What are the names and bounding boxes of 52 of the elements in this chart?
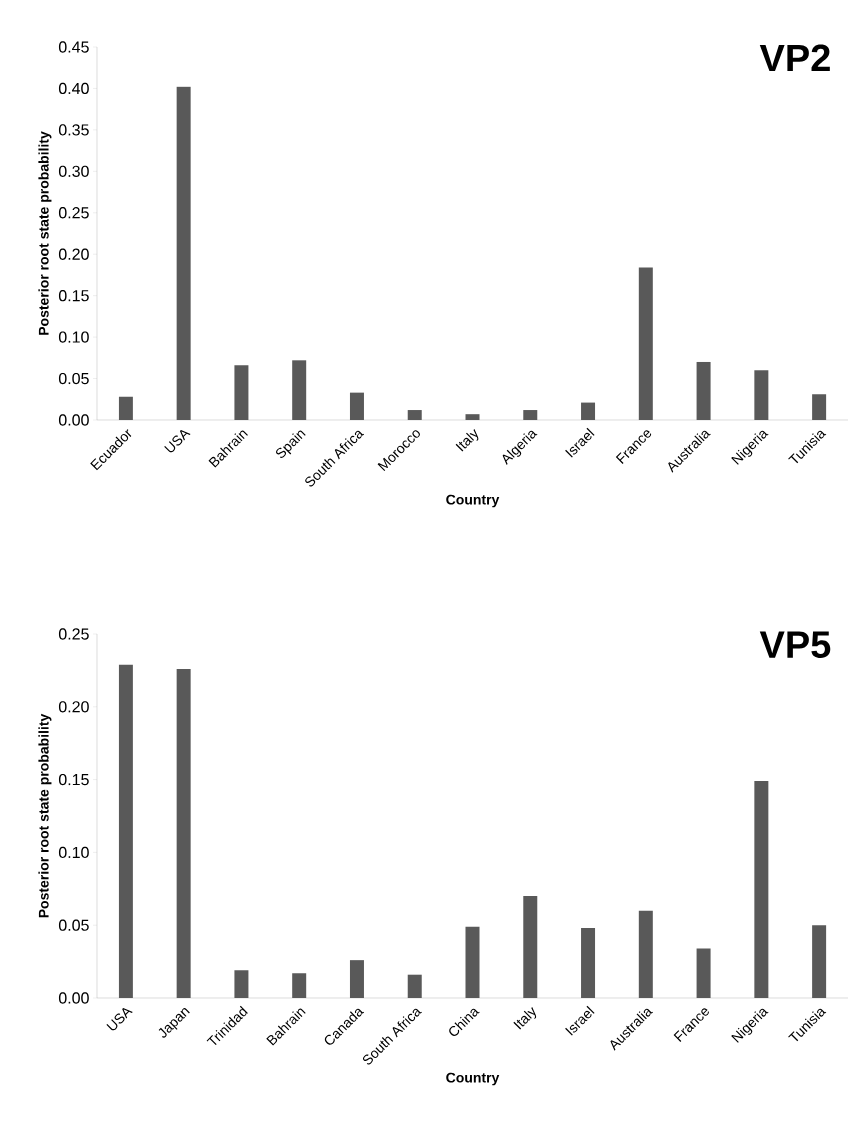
bar (581, 928, 596, 998)
bar (292, 973, 307, 998)
bar (523, 896, 538, 998)
y-tick-label: 0.05 (58, 372, 89, 385)
y-tick-label: 0.05 (58, 919, 89, 931)
bar (696, 948, 711, 998)
bar (638, 267, 653, 420)
y-tick-label: 0.00 (58, 992, 89, 1004)
bar (118, 664, 133, 998)
bar (349, 960, 364, 998)
x-tick-label: Italy (455, 429, 479, 452)
y-tick-label: 0.35 (58, 124, 89, 136)
bar (754, 781, 769, 998)
x-tick-label: Italy (513, 1007, 537, 1030)
y-tick-label: 0.10 (58, 846, 89, 859)
y-tick-label: 0.25 (58, 628, 89, 640)
x-axis-title: Country (446, 494, 500, 508)
bar (349, 392, 364, 420)
y-tick-label: 0.20 (58, 248, 89, 260)
bar (523, 410, 538, 420)
y-tick-label: 0.15 (58, 290, 89, 302)
y-tick-label: 0.20 (58, 701, 89, 713)
y-tick-label: 0.30 (58, 165, 89, 177)
y-axis-title: Posterior root state probability (38, 131, 52, 335)
bar (407, 974, 422, 998)
bar (754, 370, 769, 420)
y-tick-label: 0.25 (58, 207, 89, 219)
x-tick-label: USA (164, 429, 191, 453)
x-axis-title: Country (446, 1072, 500, 1086)
y-axis-title: Posterior root state probability (38, 713, 52, 918)
bar (696, 361, 711, 420)
bar (234, 365, 249, 420)
bar (234, 970, 249, 998)
y-tick-label: 0.00 (58, 414, 89, 426)
y-tick-label: 0.45 (58, 41, 89, 53)
y-tick-label: 0.40 (58, 82, 89, 95)
y-tick-label: 0.15 (58, 773, 89, 786)
y-tick-label: 0.10 (58, 331, 89, 343)
bar (638, 910, 653, 998)
bar (176, 86, 191, 420)
bar (812, 394, 827, 420)
bar (581, 402, 596, 420)
bar (465, 414, 480, 420)
bar (292, 360, 307, 420)
bar (407, 410, 422, 420)
x-tick-label: USA (106, 1007, 133, 1031)
chart-title: VP5 (759, 631, 831, 659)
bar (118, 396, 133, 420)
bar (812, 925, 827, 998)
bar (176, 668, 191, 998)
bar (465, 926, 480, 998)
chart-title: VP2 (759, 44, 830, 72)
